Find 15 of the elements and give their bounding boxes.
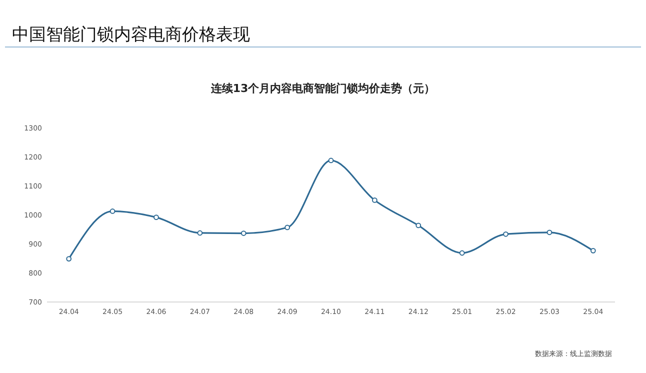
point <box>372 198 378 203</box>
point <box>154 214 159 220</box>
point <box>459 250 465 256</box>
point <box>66 256 72 262</box>
point <box>416 222 422 228</box>
chart-title: 中国智能门锁内容电商价格表现 <box>12 25 250 45</box>
point <box>503 231 508 237</box>
point <box>110 208 116 214</box>
point <box>197 230 203 236</box>
point <box>590 248 596 254</box>
chart-subtitle: 连续13个月内容电商智能门锁均价走势（元） <box>210 82 436 95</box>
point <box>328 158 334 164</box>
point <box>284 224 290 230</box>
point <box>546 230 552 236</box>
point <box>240 230 246 236</box>
